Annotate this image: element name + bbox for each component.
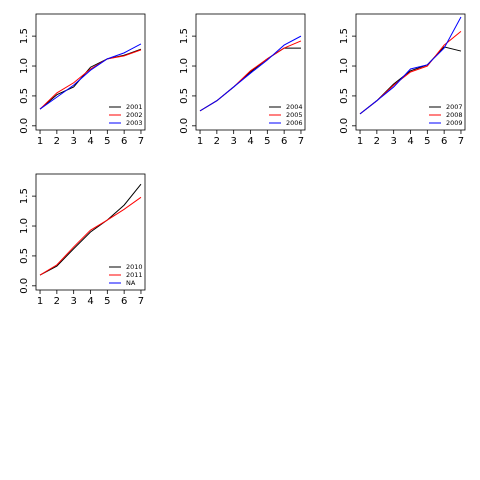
legend-label: 2010 [126,263,143,271]
legend-label: 2008 [446,111,463,119]
x-tick-label: 4 [87,136,93,147]
legend-label: 2004 [286,103,303,111]
legend-label: 2002 [126,111,143,119]
series-line [199,35,302,112]
legend-label: 2003 [126,119,143,127]
series-line [39,183,142,276]
y-tick-label: 0.0 [19,278,30,294]
x-tick-label: 6 [441,136,447,147]
y-tick-label: 1.0 [19,218,30,234]
legend-label: 2005 [286,111,303,119]
x-tick-label: 6 [121,296,127,307]
y-tick-label: 0.5 [339,88,350,104]
x-tick-label: 3 [70,296,76,307]
x-tick-label: 7 [298,136,304,147]
x-tick-label: 5 [264,136,270,147]
y-tick-label: 1.5 [19,188,30,204]
y-tick-label: 0.5 [19,88,30,104]
x-tick-label: 7 [138,136,144,147]
x-tick-label: 2 [54,136,60,147]
x-tick-label: 5 [104,296,110,307]
x-tick-label: 5 [424,136,430,147]
x-tick-label: 1 [197,136,203,147]
series-line [39,43,142,110]
legend-label: NA [126,279,136,287]
x-tick-label: 7 [458,136,464,147]
legend-label: 2011 [126,271,143,279]
y-tick-label: 0.0 [339,118,350,134]
legend-label: 2009 [446,119,463,127]
legend-label: 2007 [446,103,463,111]
y-tick-label: 0.5 [179,88,190,104]
x-tick-label: 2 [214,136,220,147]
x-tick-label: 3 [70,136,76,147]
y-tick-label: 1.0 [339,58,350,74]
legend-label: 2001 [126,103,143,111]
x-tick-label: 1 [357,136,363,147]
y-tick-label: 0.0 [179,118,190,134]
series-line [39,196,142,276]
x-tick-label: 4 [87,296,93,307]
series-line [39,48,142,110]
x-tick-label: 2 [374,136,380,147]
y-tick-label: 1.0 [179,58,190,74]
x-tick-label: 2 [54,296,60,307]
x-tick-label: 5 [104,136,110,147]
x-tick-label: 6 [281,136,287,147]
x-tick-label: 6 [121,136,127,147]
y-tick-label: 1.0 [19,58,30,74]
x-tick-label: 1 [37,296,43,307]
x-tick-label: 7 [138,296,144,307]
x-tick-label: 4 [407,136,413,147]
x-tick-label: 1 [37,136,43,147]
y-tick-label: 0.0 [19,118,30,134]
x-tick-label: 3 [390,136,396,147]
series-line [39,49,142,110]
y-tick-label: 1.5 [339,28,350,44]
x-tick-label: 4 [247,136,253,147]
y-tick-label: 1.5 [179,28,190,44]
y-tick-label: 1.5 [19,28,30,44]
legend-label: 2006 [286,119,303,127]
series-line [359,16,462,115]
x-tick-label: 3 [230,136,236,147]
y-tick-label: 0.5 [19,248,30,264]
series-line [199,40,302,112]
